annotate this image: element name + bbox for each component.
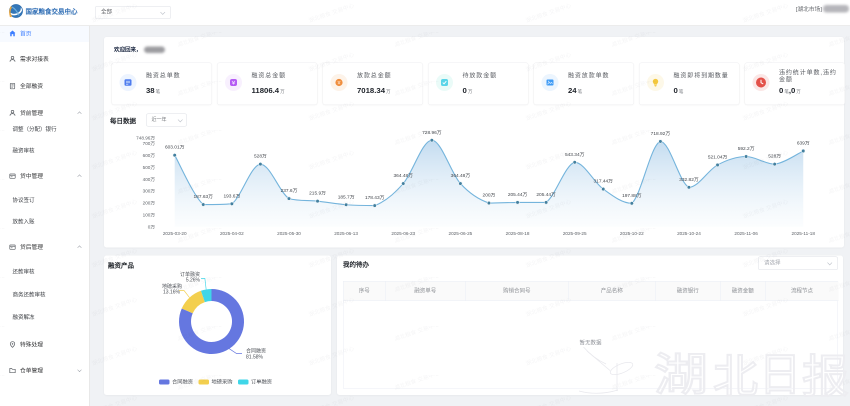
svg-text:2025-08-18: 2025-08-18 bbox=[506, 231, 530, 236]
svg-text:205.44万: 205.44万 bbox=[536, 192, 556, 198]
svg-text:185.7万: 185.7万 bbox=[338, 194, 355, 200]
svg-text:0万: 0万 bbox=[148, 224, 156, 230]
svg-text:528万: 528万 bbox=[768, 154, 781, 160]
svg-text:215.9万: 215.9万 bbox=[309, 191, 326, 197]
svg-text:543.34万: 543.34万 bbox=[565, 152, 585, 158]
svg-text:200万: 200万 bbox=[483, 193, 496, 199]
svg-text:700万: 700万 bbox=[143, 141, 156, 147]
svg-text:728.96万: 728.96万 bbox=[422, 130, 442, 136]
svg-text:2025-05-30: 2025-05-30 bbox=[277, 231, 301, 236]
svg-text:300万: 300万 bbox=[143, 189, 156, 195]
svg-text:5.26%: 5.26% bbox=[186, 278, 201, 284]
svg-text:2025-06-23: 2025-06-23 bbox=[391, 231, 415, 236]
svg-text:364.48万: 364.48万 bbox=[451, 173, 471, 179]
svg-text:193.6万: 193.6万 bbox=[223, 193, 240, 199]
svg-text:2025-10-22: 2025-10-22 bbox=[620, 231, 644, 236]
svg-text:603.01万: 603.01万 bbox=[165, 145, 185, 151]
svg-text:2025-11-06: 2025-11-06 bbox=[734, 231, 758, 236]
svg-text:2025-11-18: 2025-11-18 bbox=[792, 231, 816, 236]
svg-text:81.58%: 81.58% bbox=[246, 355, 264, 361]
svg-text:237.6万: 237.6万 bbox=[281, 188, 298, 194]
svg-text:2025-10-24: 2025-10-24 bbox=[677, 231, 701, 236]
svg-text:748.96万: 748.96万 bbox=[136, 135, 155, 141]
svg-text:178.43万: 178.43万 bbox=[365, 195, 385, 201]
svg-text:订单融资: 订单融资 bbox=[180, 271, 200, 278]
svg-text:2025-03-20: 2025-03-20 bbox=[163, 231, 187, 236]
svg-text:317.44万: 317.44万 bbox=[594, 179, 614, 185]
svg-text:合同融资: 合同融资 bbox=[246, 348, 266, 355]
svg-text:200万: 200万 bbox=[143, 201, 156, 207]
svg-text:364.48万: 364.48万 bbox=[394, 173, 414, 179]
svg-text:197.88万: 197.88万 bbox=[622, 193, 642, 199]
svg-text:639万: 639万 bbox=[797, 140, 810, 146]
svg-text:187.63万: 187.63万 bbox=[194, 194, 214, 200]
svg-text:400万: 400万 bbox=[143, 177, 156, 183]
svg-text:500万: 500万 bbox=[143, 165, 156, 171]
svg-text:528万: 528万 bbox=[254, 154, 267, 160]
svg-text:718.92万: 718.92万 bbox=[651, 131, 671, 137]
svg-text:205.44万: 205.44万 bbox=[508, 192, 528, 198]
svg-text:13.16%: 13.16% bbox=[163, 290, 181, 296]
svg-text:2025-04-02: 2025-04-02 bbox=[220, 231, 244, 236]
svg-text:332.82万: 332.82万 bbox=[679, 177, 699, 183]
svg-text:地磅采购: 地磅采购 bbox=[162, 283, 182, 290]
svg-text:592.2万: 592.2万 bbox=[738, 146, 755, 152]
svg-text:100万: 100万 bbox=[143, 212, 156, 218]
svg-text:2025-06-25: 2025-06-25 bbox=[449, 231, 473, 236]
svg-text:521.04万: 521.04万 bbox=[708, 154, 728, 160]
svg-text:600万: 600万 bbox=[143, 153, 156, 159]
svg-text:2025-09-25: 2025-09-25 bbox=[563, 231, 587, 236]
svg-text:2025-06-13: 2025-06-13 bbox=[334, 231, 358, 236]
